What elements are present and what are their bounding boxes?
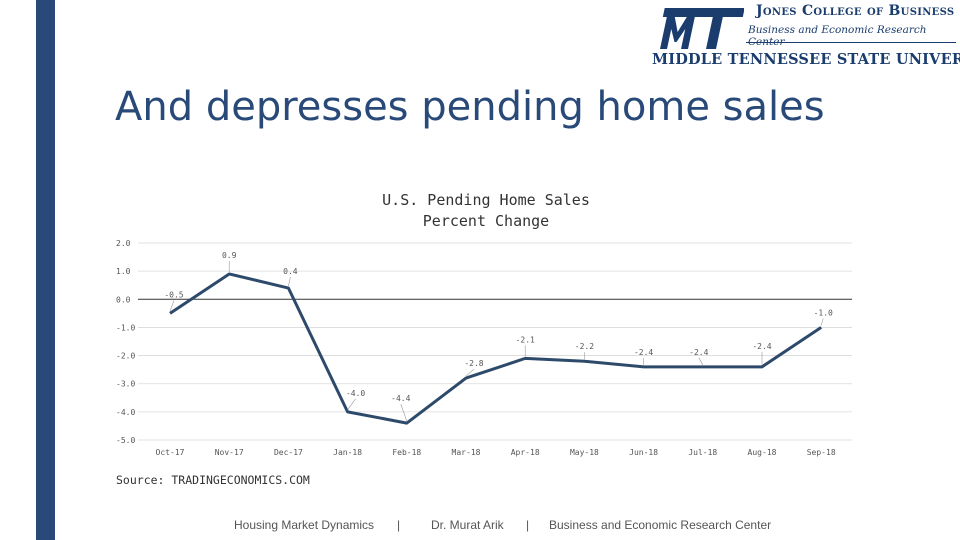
footer-author: Dr. Murat Arik [431,518,504,532]
y-tick-label: -1.0 [116,323,135,332]
x-tick-label: Oct-17 [156,448,185,457]
x-tick-label: Feb-18 [392,448,421,457]
logo-divider [746,42,956,43]
x-tick-label: Sep-18 [807,448,836,457]
data-label: -2.4 [634,348,653,357]
line-chart: 2.0 1.0 0.0 -1.0 -2.0 -3.0 -4.0 -5.0 Oct-17 Nov-1… [116,239,852,457]
data-label: -4.0 [346,389,365,398]
y-tick-label: -3.0 [116,380,135,389]
x-tick-label: Apr-18 [511,448,540,457]
footer-separator: | [397,518,401,532]
y-tick-label: -5.0 [116,436,135,445]
data-label-leader [698,357,704,365]
data-label: 0.9 [222,251,237,260]
chart-title: U.S. Pending Home Sales Percent Change [100,190,872,232]
y-tick-label: 1.0 [116,267,131,276]
y-tick-label: -2.0 [116,352,135,361]
y-tick-label: 0.0 [116,295,131,304]
logo-university-name: MIDDLE TENNESSEE STATE UNIVERSITY [652,51,960,68]
footer-center: Business and Economic Research Center [549,518,772,532]
data-label: -1.0 [814,308,833,317]
logo-center-name: Business and Economic Research Center [748,24,927,48]
data-label-leader [820,318,824,326]
data-label-leader [400,404,408,422]
data-label: -2.8 [464,359,483,368]
y-tick-label: -4.0 [116,408,135,417]
data-label: -2.4 [752,342,771,351]
footer-topic: Housing Market Dynamics [234,518,375,532]
data-label-leader [288,276,291,287]
data-label-leader [347,398,356,411]
data-label: -2.1 [516,335,535,344]
slide-title: And depresses pending home sales [115,84,825,130]
y-tick-label: 2.0 [116,239,131,248]
x-tick-label: Mar-18 [452,448,481,457]
x-tick-label: Nov-17 [215,448,244,457]
data-label: -4.4 [391,394,410,403]
mt-monogram-icon [660,8,744,49]
series-line [169,272,823,425]
chart-source: Source: TRADINGECONOMICS.COM [116,473,310,487]
data-label: -2.4 [689,348,708,357]
x-tick-label: Dec-17 [274,448,303,457]
mtsu-logo: Jones College of Business Business and E… [652,0,960,72]
chart-title-line-2: Percent Change [422,212,550,230]
x-tick-label: Jan-18 [333,448,362,457]
chart-title-line-1: U.S. Pending Home Sales [382,191,590,209]
x-tick-label: Aug-18 [748,448,777,457]
x-tick-label: May-18 [570,448,599,457]
x-tick-label: Jul-18 [688,448,717,457]
logo-school-name: Jones College of Business [756,3,955,19]
x-tick-label: Jun-18 [629,448,658,457]
data-label-leader [169,300,175,312]
data-label: -2.2 [575,342,594,351]
footer-separator: | [526,518,530,532]
data-label: 0.4 [283,267,298,276]
left-accent-bar [36,0,55,540]
data-label: -0.5 [164,290,183,299]
data-label-leader [465,368,475,377]
